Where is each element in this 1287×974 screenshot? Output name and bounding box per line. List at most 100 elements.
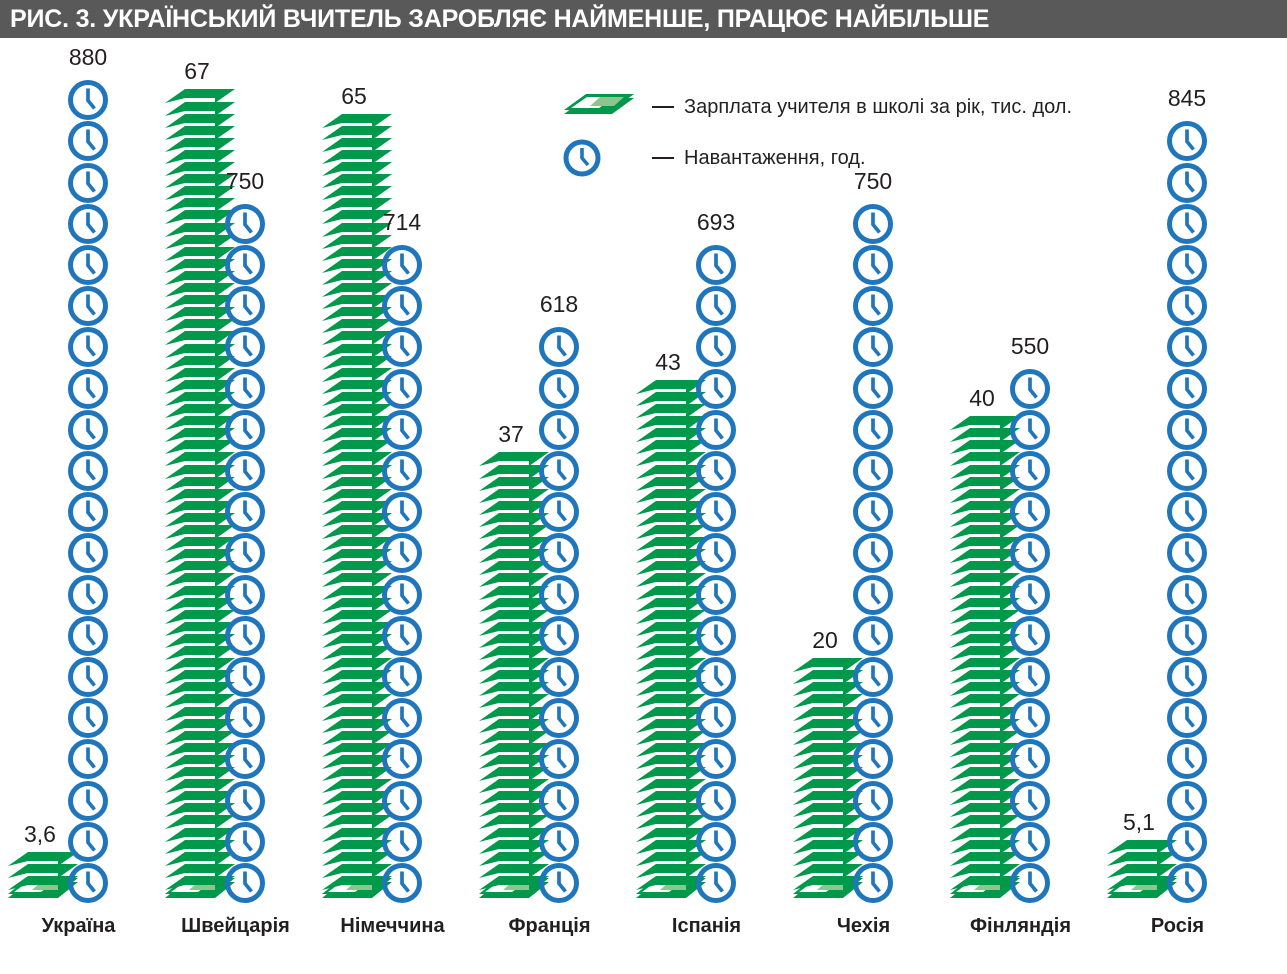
clock-stack-Чехія <box>851 201 895 904</box>
banknote <box>163 89 237 105</box>
banknote <box>634 851 708 868</box>
banknote <box>163 779 237 795</box>
clock-icon <box>537 861 581 904</box>
banknote <box>320 537 394 553</box>
banknote <box>1105 863 1179 880</box>
clock-icon <box>1165 490 1209 533</box>
banknote <box>948 525 1022 541</box>
country-label-Україна: Україна <box>41 915 116 937</box>
banknote <box>634 404 708 420</box>
clock-icon <box>694 531 738 574</box>
banknote <box>477 525 551 541</box>
banknote <box>320 258 394 275</box>
chart-column-2: 67 750 Швейцарія <box>157 40 314 940</box>
clock-stack-Німеччина <box>380 242 424 904</box>
banknote <box>477 706 551 723</box>
clock-icon <box>694 449 738 492</box>
clock-icon <box>380 367 424 410</box>
banknote <box>320 452 394 468</box>
clock-icon <box>1008 531 1052 574</box>
banknote <box>6 851 80 868</box>
banknote <box>634 597 708 614</box>
clock-icon <box>694 861 738 904</box>
banknote <box>320 742 394 759</box>
banknote <box>163 464 237 481</box>
clock-icon <box>694 408 738 451</box>
banknote <box>320 331 394 347</box>
hours-value-label: 845 <box>1167 85 1207 112</box>
clock-icon <box>537 737 581 780</box>
banknote <box>634 428 708 444</box>
banknote <box>948 839 1022 856</box>
banknote <box>791 875 865 892</box>
banknote <box>634 694 708 710</box>
clock-icon <box>1008 861 1052 904</box>
clock-icon <box>380 531 424 574</box>
banknote <box>320 379 394 396</box>
clock-icon <box>851 531 895 574</box>
banknote <box>163 270 237 287</box>
banknote <box>477 670 551 686</box>
country-label-Фінляндія: Фінляндія <box>969 915 1072 937</box>
banknote <box>320 815 394 831</box>
clock-icon <box>851 408 895 451</box>
banknote <box>320 440 394 456</box>
clock-icon <box>851 490 895 533</box>
chart-plot-area: 3,6 880 Україна 67 750 Швейцарія 65 714 Німеччин… <box>0 40 1287 940</box>
banknote <box>163 198 237 214</box>
banknote <box>477 779 551 795</box>
banknote <box>948 779 1022 795</box>
banknote <box>791 767 865 783</box>
money-stack-Іспанія <box>634 379 708 904</box>
clock-icon <box>66 408 110 451</box>
banknote <box>320 863 394 880</box>
clock-icon <box>223 449 267 492</box>
banknote <box>320 767 394 783</box>
clock-icon <box>1165 325 1209 368</box>
banknote <box>320 270 394 287</box>
banknote <box>477 815 551 831</box>
banknote <box>791 851 865 868</box>
banknote <box>1105 875 1179 892</box>
banknote <box>320 827 394 844</box>
banknote <box>948 573 1022 589</box>
country-label-Росія: Росія <box>1150 915 1205 937</box>
banknote <box>163 718 237 735</box>
banknote <box>163 682 237 698</box>
banknote <box>320 670 394 686</box>
clock-icon <box>851 367 895 410</box>
banknote <box>163 827 237 844</box>
clock-icon <box>537 367 581 410</box>
clock-icon <box>380 573 424 616</box>
clock-icon <box>223 284 267 327</box>
clock-icon <box>694 655 738 698</box>
banknote <box>163 367 237 384</box>
banknote <box>477 803 551 819</box>
banknote <box>634 476 708 493</box>
legend-label-hours: Навантаження, год. <box>684 146 866 169</box>
clock-icon <box>537 325 581 368</box>
banknote <box>163 476 237 493</box>
page-title: РИС. 3. УКРАЇНСЬКИЙ ВЧИТЕЛЬ ЗАРОБЛЯЄ НАЙ… <box>10 4 990 33</box>
banknote <box>634 464 708 481</box>
clock-icon <box>851 243 895 286</box>
country-label-Чехія: Чехія <box>836 915 891 937</box>
clock-icon <box>1165 820 1209 863</box>
chart-column-3: 65 714 Німеччина <box>314 40 471 940</box>
banknote <box>948 646 1022 662</box>
banknote <box>948 682 1022 698</box>
banknote <box>477 827 551 844</box>
clock-stack-Іспанія <box>694 242 738 904</box>
banknote <box>163 730 237 747</box>
clock-stack-Росія <box>1165 118 1209 904</box>
clock-icon <box>851 573 895 616</box>
banknote <box>163 210 237 226</box>
clock-icon <box>1165 202 1209 245</box>
clock-stack-Україна <box>66 77 110 904</box>
banknote <box>948 488 1022 505</box>
banknote <box>320 839 394 856</box>
banknote <box>477 561 551 577</box>
clock-icon <box>560 138 638 178</box>
banknote <box>634 815 708 831</box>
banknote <box>320 416 394 432</box>
